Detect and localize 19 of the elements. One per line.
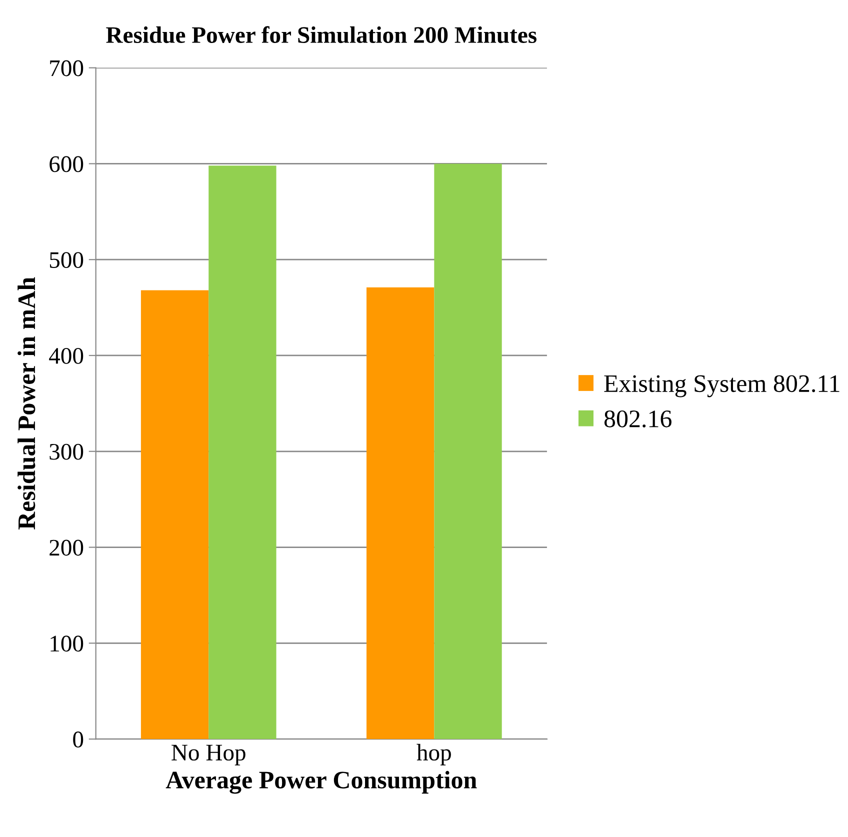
chart-title: Residue Power for Simulation 200 Minutes [106, 26, 536, 44]
x-tick-label: No Hop [172, 744, 246, 766]
y-tick-label: 400 [49, 348, 84, 364]
y-tick-label: 0 [73, 732, 84, 748]
bar [208, 166, 276, 740]
legend-label: 802.16 [604, 410, 672, 428]
bar [434, 164, 502, 740]
bar [366, 287, 434, 740]
y-axis-title: Residual Power in mAh [18, 277, 36, 530]
legend-label: Existing System 802.11 [604, 375, 840, 398]
x-axis-title: Average Power Consumption [166, 770, 477, 794]
y-tick-label: 600 [50, 156, 84, 172]
y-tick-label: 700 [50, 60, 84, 76]
y-tick-label: 500 [50, 252, 84, 268]
y-tick-label: 200 [50, 540, 84, 556]
y-tick-label: 300 [50, 444, 84, 460]
x-tick-label: hop [416, 744, 451, 766]
bar [140, 290, 209, 740]
y-tick-label: 100 [50, 636, 84, 652]
